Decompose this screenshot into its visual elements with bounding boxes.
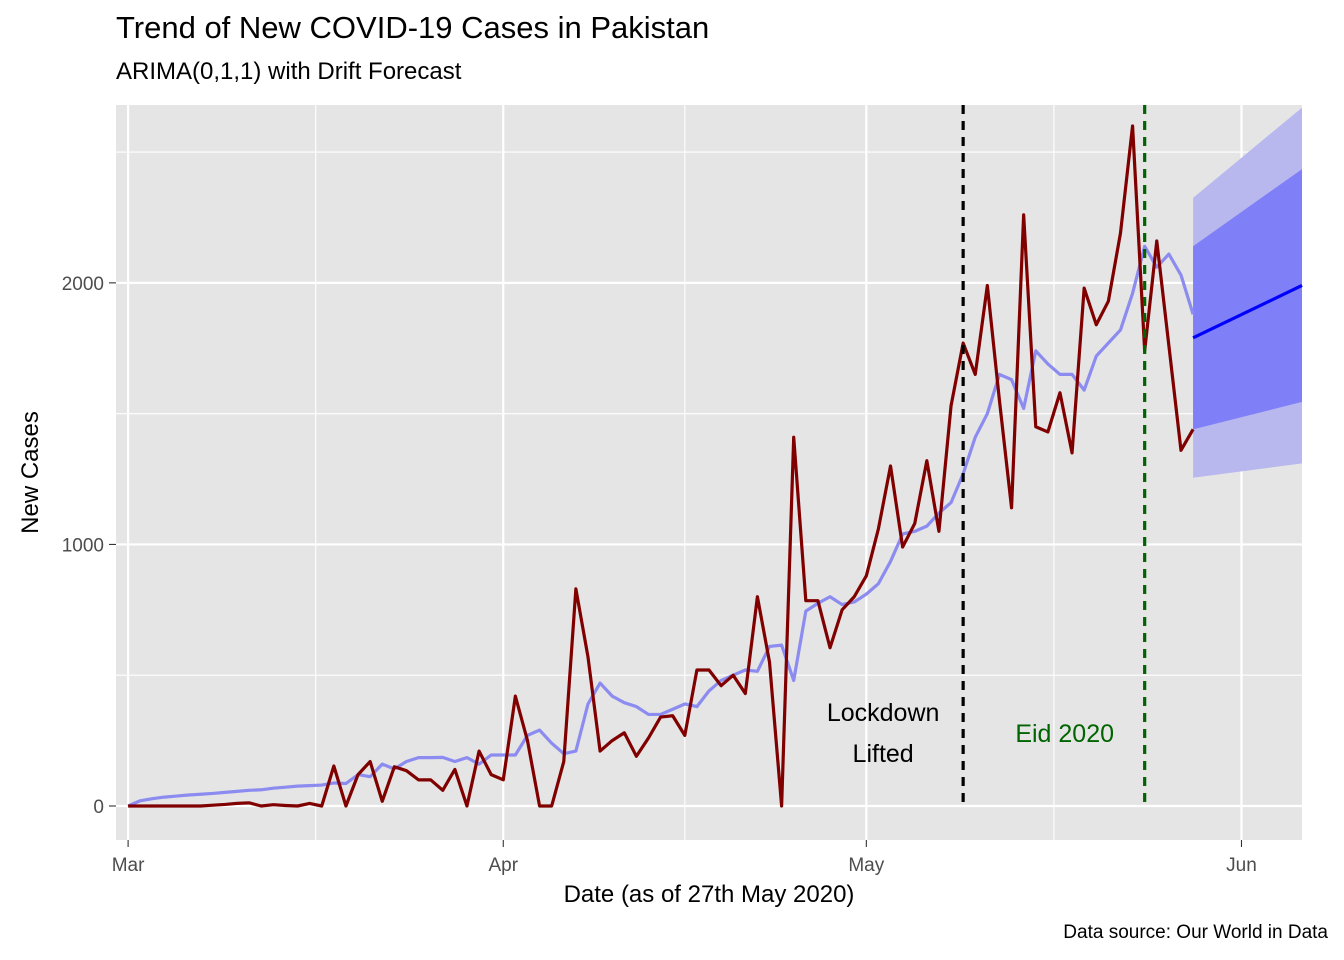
x-axis-title: Date (as of 27th May 2020) <box>564 881 855 908</box>
actual-cases-line <box>128 124 1195 808</box>
chart-subtitle: ARIMA(0,1,1) with Drift Forecast <box>116 58 462 85</box>
y-tick-label: 1000 <box>62 535 104 556</box>
y-axis-title: New Cases <box>17 411 44 534</box>
forecast-band-80 <box>1193 169 1302 430</box>
series-lines <box>127 124 1303 808</box>
y-axis-ticks: 0 1000 2000 <box>62 274 116 818</box>
x-axis-ticks: Mar Apr May Jun <box>112 840 1257 876</box>
x-tick-label: Apr <box>488 855 518 876</box>
y-tick-label: 0 <box>93 797 104 818</box>
x-tick-label: May <box>848 855 884 876</box>
y-tick-label: 2000 <box>62 274 104 295</box>
forecast-mean-line <box>1192 284 1303 340</box>
event-lines: Lockdown Lifted Eid 2020 <box>827 105 1147 806</box>
chart-title: Trend of New COVID-19 Cases in Pakistan <box>116 10 710 45</box>
forecast-bands <box>1193 107 1302 478</box>
x-tick-label: Mar <box>112 855 145 876</box>
lockdown-label: Lockdown Lifted <box>827 699 940 768</box>
eid-label: Eid 2020 <box>1015 720 1114 748</box>
x-tick-label: Jun <box>1226 855 1257 876</box>
plot-panel <box>116 105 1302 840</box>
data-source-caption: Data source: Our World in Data <box>1063 922 1328 943</box>
